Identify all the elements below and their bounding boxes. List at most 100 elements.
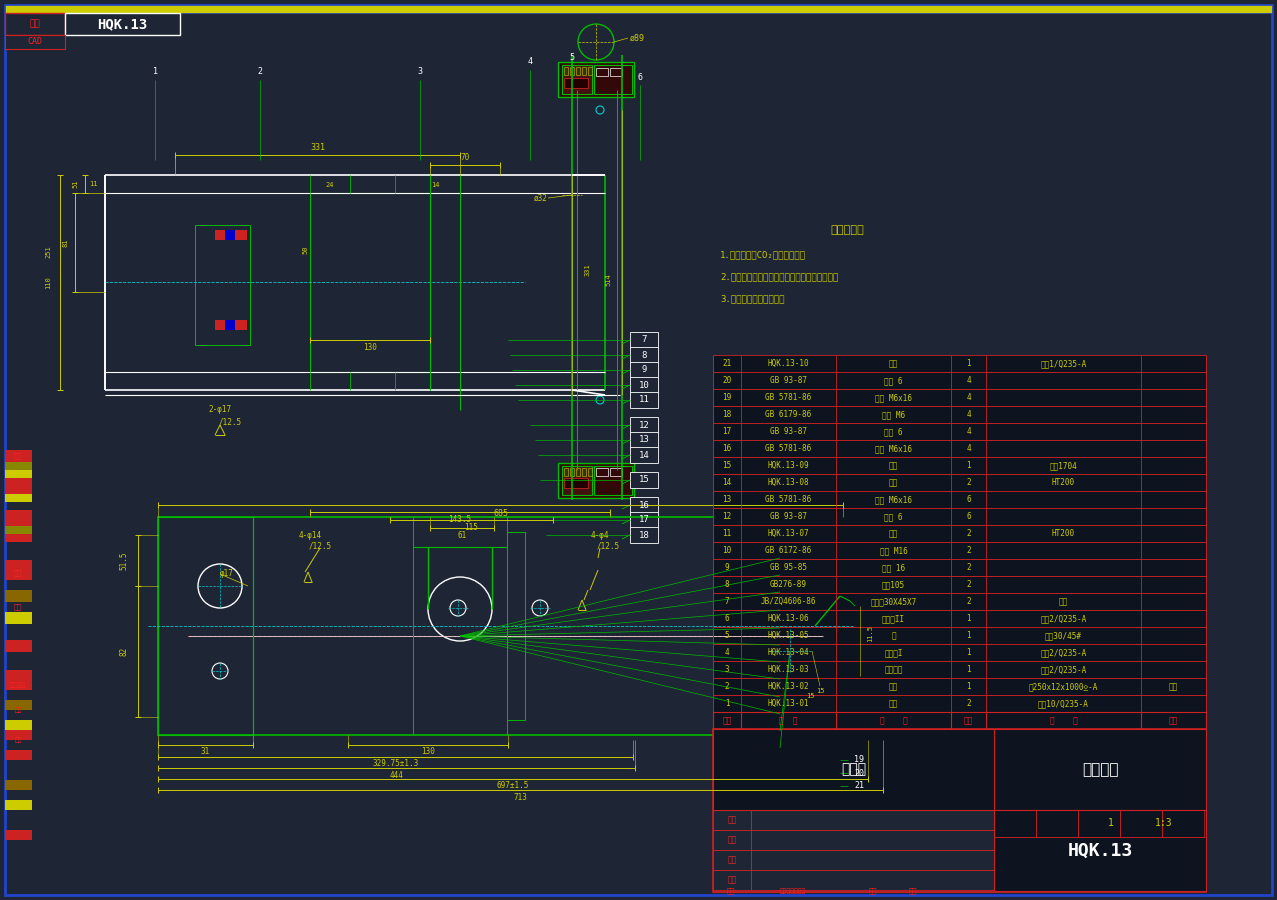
Text: HQK.13-03: HQK.13-03	[767, 665, 810, 674]
Bar	[713, 355, 1205, 372]
Bar	[582, 67, 586, 75]
Text: 81: 81	[63, 238, 68, 247]
Bar	[713, 525, 1205, 542]
Bar	[713, 474, 1205, 491]
Text: 组焼件: 组焼件	[842, 762, 866, 777]
Bar	[158, 517, 253, 735]
Text: 弹圆 6: 弹圆 6	[884, 427, 903, 436]
Bar	[564, 478, 587, 488]
Text: 15: 15	[816, 688, 824, 694]
Bar	[5, 670, 32, 690]
Text: HQK.13-08: HQK.13-08	[767, 478, 810, 487]
Text: 1.焊接均采用CO₂气体保护焊。: 1.焊接均采用CO₂气体保护焊。	[720, 250, 806, 259]
Text: 骨封剦30X45X7: 骨封剦30X45X7	[871, 597, 917, 606]
Text: 第一: 第一	[14, 570, 22, 576]
Text: 5: 5	[724, 631, 729, 640]
Bar	[713, 389, 1205, 406]
Text: 17: 17	[723, 427, 732, 436]
Bar	[610, 468, 622, 476]
Text: 行走底盘: 行走底盘	[1082, 762, 1119, 777]
Bar	[630, 377, 658, 393]
Text: 备注: 备注	[1168, 716, 1179, 725]
Bar	[1036, 810, 1078, 837]
Text: 61: 61	[457, 532, 466, 541]
Text: HQK.13-07: HQK.13-07	[767, 529, 810, 538]
Text: 钟钣2/Q235-A: 钟钣2/Q235-A	[1041, 665, 1087, 674]
Text: 噈尾 M16: 噈尾 M16	[880, 546, 908, 555]
Text: 2: 2	[967, 699, 971, 708]
Text: JB/ZQ4606-86: JB/ZQ4606-86	[761, 597, 816, 606]
Bar	[1120, 810, 1162, 837]
Text: 3: 3	[724, 665, 729, 674]
Text: 制图: 制图	[728, 835, 737, 844]
Text: 审核: 审核	[728, 856, 737, 865]
Bar	[576, 468, 580, 476]
Text: 11: 11	[723, 529, 732, 538]
Text: 四钖30/45#: 四钖30/45#	[1045, 631, 1082, 640]
Text: 70: 70	[461, 152, 470, 161]
Text: 1: 1	[152, 68, 157, 76]
Text: GB 5781-86: GB 5781-86	[765, 393, 812, 402]
Bar	[225, 230, 238, 240]
Text: 设计: 设计	[728, 815, 737, 824]
Text: GB276-89: GB276-89	[770, 580, 807, 589]
Bar	[994, 837, 1205, 891]
Text: 115: 115	[465, 524, 479, 533]
Text: 连接板I: 连接板I	[884, 648, 903, 657]
Bar	[587, 468, 593, 476]
Bar	[564, 78, 587, 88]
Bar	[630, 392, 658, 408]
Bar	[562, 65, 593, 94]
Bar	[994, 810, 1205, 891]
Bar	[1078, 810, 1120, 837]
Text: 14: 14	[638, 451, 650, 460]
Text: 50: 50	[301, 246, 308, 254]
Bar	[5, 13, 65, 35]
Text: 8: 8	[641, 350, 646, 359]
Bar	[713, 729, 994, 810]
Text: GB 95-85: GB 95-85	[770, 563, 807, 572]
Bar	[582, 468, 586, 476]
Text: 11.5: 11.5	[867, 626, 873, 643]
Bar	[713, 627, 1205, 644]
Bar	[5, 750, 32, 760]
Text: 4-φ14: 4-φ14	[299, 530, 322, 539]
Text: 弹圆 6: 弹圆 6	[884, 376, 903, 385]
Text: 19: 19	[723, 393, 732, 402]
Bar	[630, 512, 658, 528]
Text: 12: 12	[723, 512, 732, 521]
Bar	[5, 494, 32, 502]
Text: 331: 331	[585, 264, 591, 276]
Text: 2: 2	[967, 478, 971, 487]
Text: 143.5: 143.5	[448, 516, 471, 525]
Bar	[994, 729, 1205, 810]
Text: 材    料: 材 料	[1050, 716, 1078, 725]
Bar	[630, 417, 658, 433]
Bar	[630, 447, 658, 463]
Text: 2: 2	[258, 68, 263, 76]
Bar	[713, 406, 1205, 423]
Text: 批准: 批准	[14, 737, 22, 742]
Bar	[610, 68, 622, 76]
Bar	[570, 67, 573, 75]
Text: 第二: 第二	[14, 604, 22, 610]
Bar	[751, 870, 994, 890]
Text: HQK.13-05: HQK.13-05	[767, 631, 810, 640]
Bar	[713, 576, 1205, 593]
Bar	[5, 478, 32, 486]
Bar	[65, 13, 180, 35]
Bar	[713, 559, 1205, 576]
Bar	[5, 720, 32, 730]
Text: 1: 1	[1107, 818, 1114, 828]
Bar	[713, 678, 1205, 695]
Text: 329.75±1.3: 329.75±1.3	[373, 760, 419, 769]
Text: HQK.13-06: HQK.13-06	[767, 614, 810, 623]
Text: 4: 4	[967, 427, 971, 436]
Bar	[713, 593, 1205, 610]
Bar	[562, 466, 593, 495]
Bar	[848, 765, 870, 781]
Bar	[751, 830, 994, 850]
Text: 钟钣1/Q235-A: 钟钣1/Q235-A	[1041, 359, 1087, 368]
Text: GB 6172-86: GB 6172-86	[765, 546, 812, 555]
Text: 弹圆 16: 弹圆 16	[882, 563, 905, 572]
